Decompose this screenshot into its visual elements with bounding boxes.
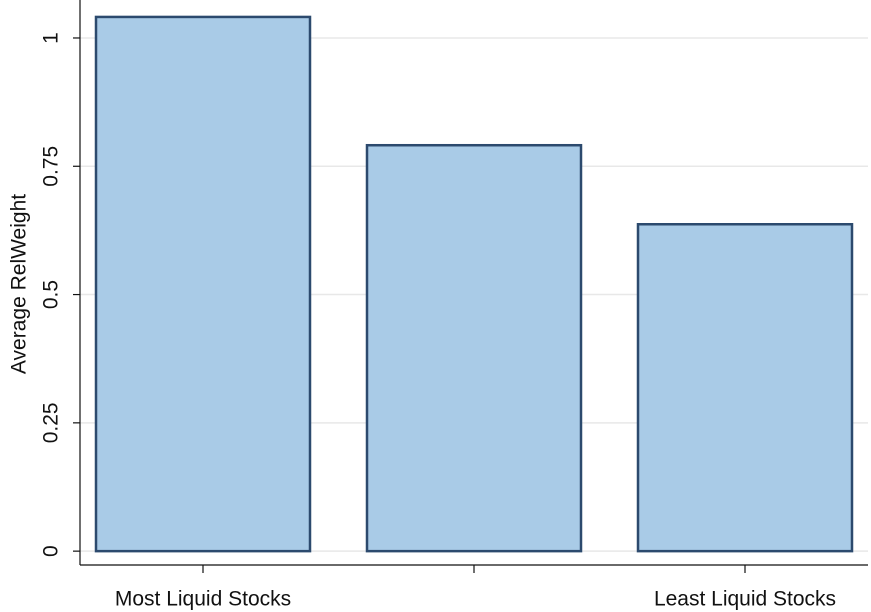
y-axis-label: Average RelWeight	[8, 194, 31, 374]
y-tick-label: 0.5	[40, 280, 63, 309]
y-tick-label: 0.75	[40, 146, 63, 187]
x-tick-label: Least Liquid Stocks	[654, 588, 836, 611]
bar	[365, 143, 583, 553]
bar	[636, 223, 854, 553]
y-tick-label: 0.25	[40, 402, 63, 443]
y-tick-label: 0	[40, 545, 63, 557]
y-tick-label: 1	[40, 32, 63, 44]
x-tick-label: Most Liquid Stocks	[115, 588, 291, 611]
bar	[94, 15, 312, 553]
